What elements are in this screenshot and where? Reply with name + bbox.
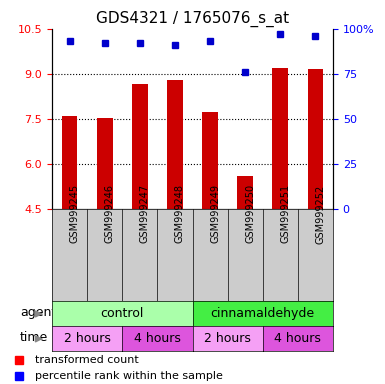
Text: GSM999251: GSM999251 [280,184,290,243]
Bar [167,80,183,209]
Bar [132,84,148,209]
Text: 2 hours: 2 hours [64,333,110,345]
Bar [97,118,112,209]
Text: GSM999250: GSM999250 [245,184,255,243]
Title: GDS4321 / 1765076_s_at: GDS4321 / 1765076_s_at [96,11,289,27]
Text: GSM999252: GSM999252 [315,184,325,243]
Bar [237,176,253,209]
Text: 2 hours: 2 hours [204,333,251,345]
Text: control: control [100,308,144,320]
Bar [273,68,288,209]
Text: GSM999248: GSM999248 [175,184,185,243]
Text: agent: agent [20,306,56,319]
Text: percentile rank within the sample: percentile rank within the sample [35,371,223,381]
Text: transformed count: transformed count [35,354,139,365]
Bar [202,111,218,209]
Text: 4 hours: 4 hours [134,333,181,345]
Bar [308,70,323,209]
Text: GSM999249: GSM999249 [210,184,220,243]
Text: cinnamaldehyde: cinnamaldehyde [211,308,315,320]
Text: GSM999245: GSM999245 [70,184,80,243]
Text: GSM999246: GSM999246 [105,184,115,243]
Text: 4 hours: 4 hours [275,333,321,345]
Bar [62,116,77,209]
Text: GSM999247: GSM999247 [140,184,150,243]
Text: time: time [20,331,48,344]
